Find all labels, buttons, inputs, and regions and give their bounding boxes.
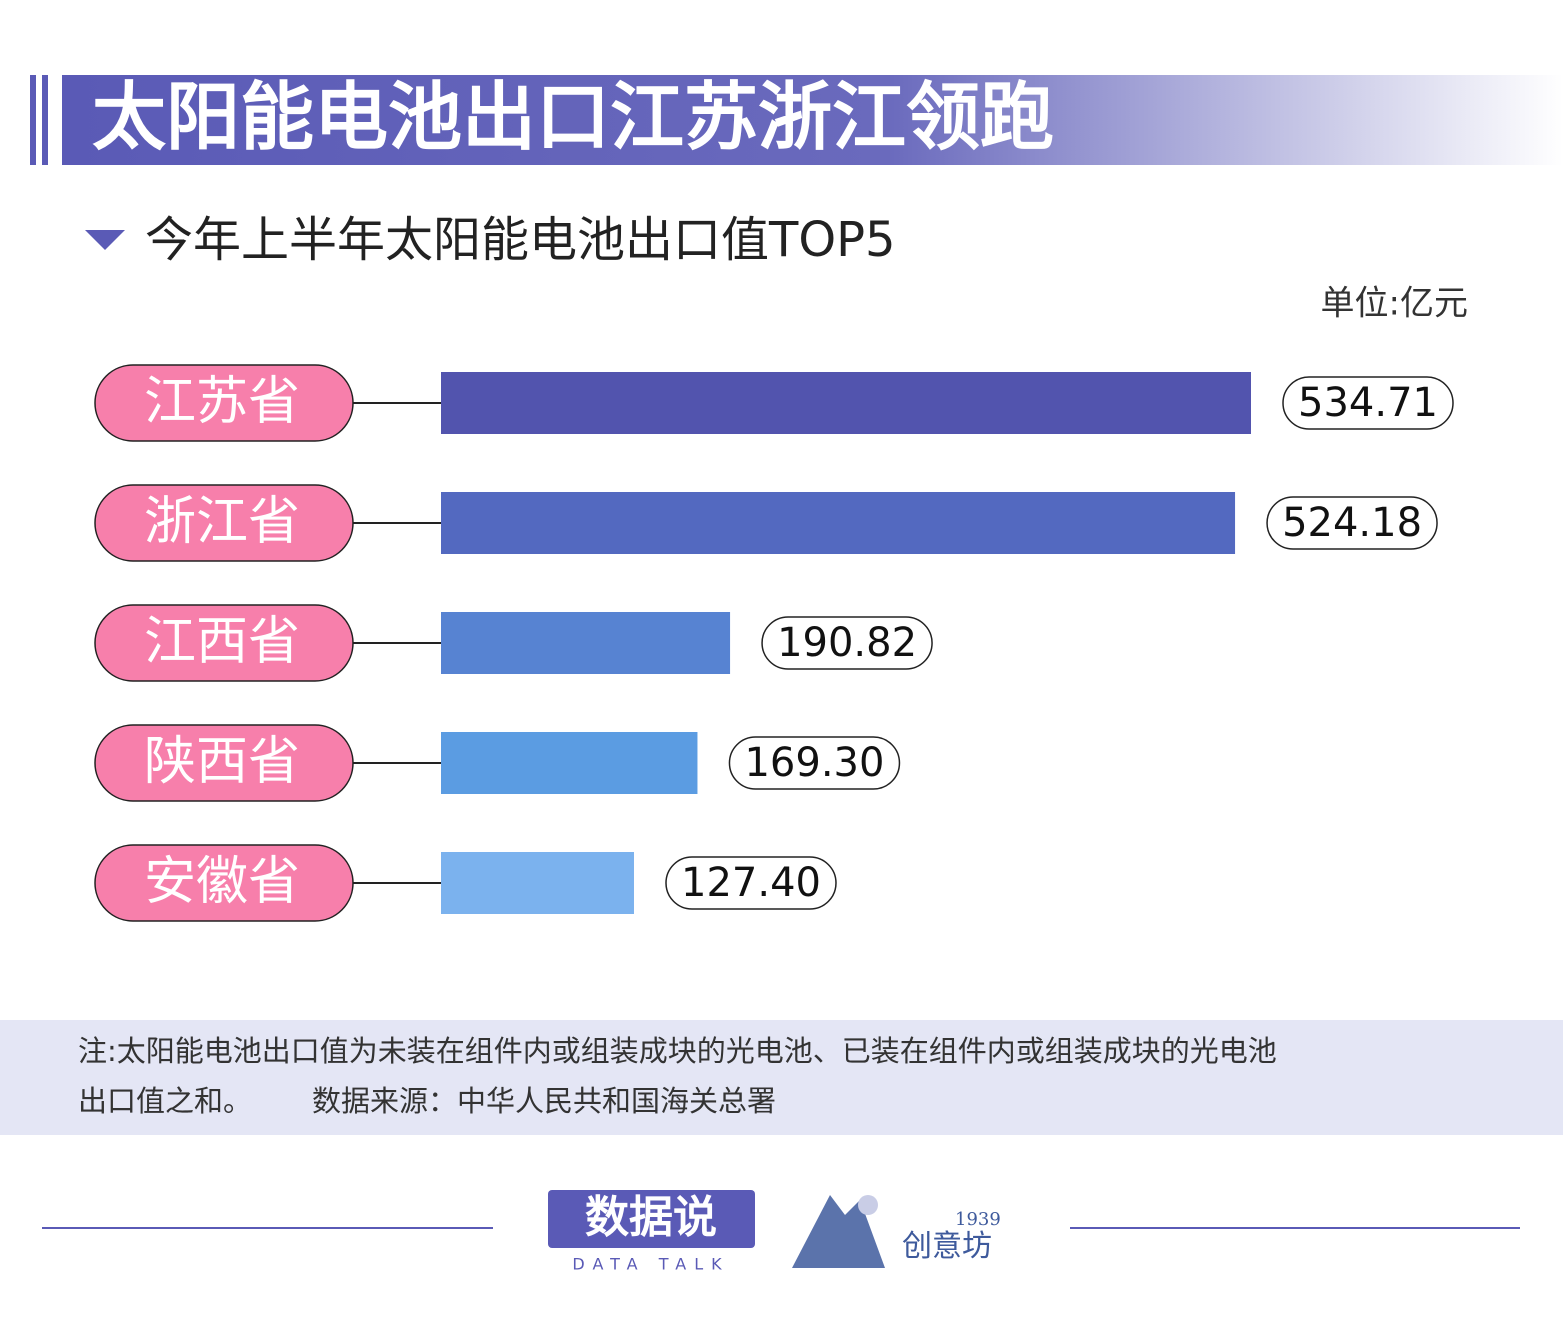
category-label: 江苏省 bbox=[144, 372, 300, 432]
source: 数据来源：中华人民共和国海关总署 bbox=[312, 1084, 776, 1118]
bar bbox=[441, 852, 634, 914]
category-label: 安徽省 bbox=[144, 852, 300, 912]
value-label: 169.30 bbox=[744, 740, 884, 786]
value-pill bbox=[1266, 496, 1438, 550]
category-label: 江西省 bbox=[144, 612, 300, 672]
value-pill bbox=[728, 736, 901, 790]
value-label: 524.18 bbox=[1282, 500, 1422, 546]
value-pill bbox=[665, 856, 837, 910]
note-box bbox=[0, 1020, 1563, 1135]
title-bar bbox=[62, 75, 1563, 165]
value-pill bbox=[1282, 376, 1454, 430]
value-label: 190.82 bbox=[777, 620, 917, 666]
note-line: 出口值之和。 bbox=[78, 1084, 252, 1118]
brand-en: DATA TALK bbox=[572, 1255, 729, 1274]
partner-name: 创意坊 bbox=[902, 1229, 992, 1264]
bars: 江苏省 534.71 浙江省 524.18 江西省 190.82 陕西省 169.30 安徽省 1… bbox=[94, 364, 1454, 922]
chart-subtitle: 今年上半年太阳能电池出口值TOP5 bbox=[145, 212, 896, 268]
partner-logo bbox=[858, 1195, 878, 1215]
bar bbox=[441, 732, 698, 794]
brand-box bbox=[548, 1190, 755, 1248]
title-deco bbox=[30, 75, 36, 165]
category-label: 陕西省 bbox=[144, 732, 300, 792]
brand: 数据说 bbox=[585, 1192, 717, 1243]
partner-year: 1939 bbox=[955, 1209, 1001, 1230]
value-label: 127.40 bbox=[681, 860, 821, 906]
chart-title: 太阳能电池出口江苏浙江领跑 bbox=[92, 75, 1054, 161]
title-deco bbox=[42, 75, 48, 165]
bar bbox=[441, 372, 1251, 434]
partner-logo bbox=[792, 1195, 885, 1268]
category-label: 浙江省 bbox=[144, 492, 300, 552]
bar bbox=[441, 492, 1236, 554]
value-label: 534.71 bbox=[1298, 380, 1438, 426]
value-pill bbox=[761, 616, 933, 670]
unit-label: 单位:亿元 bbox=[1321, 284, 1468, 324]
bar bbox=[441, 612, 731, 674]
subtitle-marker bbox=[85, 230, 125, 250]
note-line: 注:太阳能电池出口值为未装在组件内或组装成块的光电池、已装在组件内或组装成块的光… bbox=[78, 1034, 1277, 1068]
